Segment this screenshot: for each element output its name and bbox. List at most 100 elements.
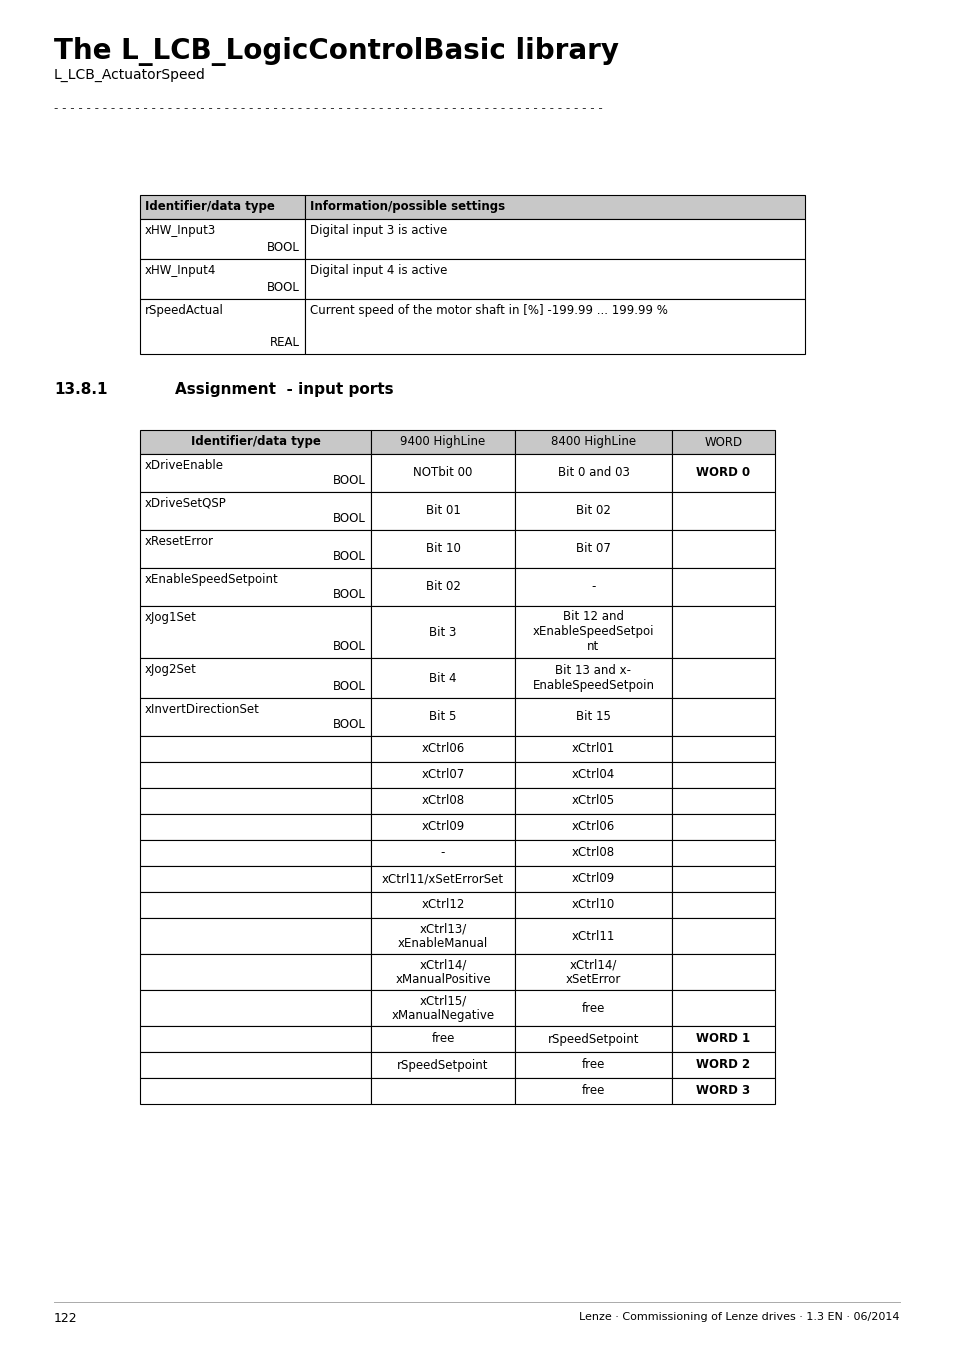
Bar — [671, 454, 774, 491]
Text: Bit 02: Bit 02 — [425, 580, 460, 594]
Bar — [371, 454, 515, 491]
Text: xCtrl08: xCtrl08 — [421, 795, 464, 807]
Text: free: free — [581, 1084, 604, 1098]
Bar — [140, 491, 371, 531]
Text: xHW_Input3: xHW_Input3 — [145, 224, 216, 238]
Text: free: free — [581, 1002, 604, 1014]
Bar — [515, 698, 671, 736]
Bar — [140, 736, 371, 761]
Text: BOOL: BOOL — [267, 281, 299, 294]
Bar — [140, 761, 371, 788]
Bar — [140, 606, 371, 657]
Text: BOOL: BOOL — [333, 549, 366, 563]
Text: xJog1Set: xJog1Set — [145, 612, 196, 624]
Bar — [671, 1026, 774, 1052]
Text: Bit 02: Bit 02 — [576, 505, 610, 517]
Bar — [140, 990, 371, 1026]
Bar — [371, 892, 515, 918]
Bar — [305, 194, 804, 219]
Text: - - - - - - - - - - - - - - - - - - - - - - - - - - - - - - - - - - - - - - - - : - - - - - - - - - - - - - - - - - - - - … — [54, 103, 606, 115]
Bar — [140, 892, 371, 918]
Text: xCtrl15/
xManualNegative: xCtrl15/ xManualNegative — [391, 994, 494, 1022]
Bar — [671, 606, 774, 657]
Bar — [671, 814, 774, 840]
Bar — [140, 298, 305, 354]
Bar — [515, 431, 671, 454]
Bar — [140, 1079, 371, 1104]
Bar — [140, 1052, 371, 1079]
Text: xEnableSpeedSetpoint: xEnableSpeedSetpoint — [145, 572, 278, 586]
Bar — [371, 736, 515, 761]
Text: Bit 0 and 03: Bit 0 and 03 — [557, 467, 629, 479]
Text: rSpeedSetpoint: rSpeedSetpoint — [547, 1033, 639, 1045]
Text: rSpeedActual: rSpeedActual — [145, 304, 224, 317]
Text: xCtrl13/
xEnableManual: xCtrl13/ xEnableManual — [397, 922, 488, 950]
Text: xCtrl01: xCtrl01 — [571, 743, 615, 756]
Bar — [140, 219, 305, 259]
Text: xHW_Input4: xHW_Input4 — [145, 265, 216, 277]
Text: 13.8.1: 13.8.1 — [54, 382, 108, 397]
Bar — [371, 606, 515, 657]
Text: BOOL: BOOL — [267, 242, 299, 254]
Text: Bit 4: Bit 4 — [429, 671, 456, 684]
Text: xCtrl07: xCtrl07 — [421, 768, 464, 782]
Text: xCtrl08: xCtrl08 — [572, 846, 615, 860]
Text: Bit 07: Bit 07 — [576, 543, 610, 555]
Bar — [140, 531, 371, 568]
Text: Bit 12 and
xEnableSpeedSetpoi
nt: Bit 12 and xEnableSpeedSetpoi nt — [532, 610, 654, 653]
Text: xCtrl12: xCtrl12 — [421, 899, 464, 911]
Bar — [671, 568, 774, 606]
Bar — [371, 814, 515, 840]
Bar — [515, 1079, 671, 1104]
Text: free: free — [581, 1058, 604, 1072]
Text: BOOL: BOOL — [333, 718, 366, 730]
Bar — [371, 840, 515, 865]
Bar — [371, 761, 515, 788]
Bar — [671, 657, 774, 698]
Text: xCtrl04: xCtrl04 — [571, 768, 615, 782]
Bar — [515, 865, 671, 892]
Bar — [140, 814, 371, 840]
Text: xCtrl10: xCtrl10 — [571, 899, 615, 911]
Bar — [515, 454, 671, 491]
Text: xCtrl09: xCtrl09 — [571, 872, 615, 886]
Text: Bit 5: Bit 5 — [429, 710, 456, 724]
Bar — [671, 431, 774, 454]
Bar — [671, 990, 774, 1026]
Bar — [371, 531, 515, 568]
Text: -: - — [440, 846, 445, 860]
Bar — [140, 454, 371, 491]
Bar — [140, 568, 371, 606]
Text: Bit 13 and x-
EnableSpeedSetpoin: Bit 13 and x- EnableSpeedSetpoin — [532, 664, 654, 693]
Text: xCtrl06: xCtrl06 — [571, 821, 615, 833]
Text: xJog2Set: xJog2Set — [145, 663, 196, 676]
Bar — [371, 698, 515, 736]
Text: BOOL: BOOL — [333, 512, 366, 525]
Text: xCtrl11/xSetErrorSet: xCtrl11/xSetErrorSet — [381, 872, 503, 886]
Bar — [371, 1052, 515, 1079]
Bar — [140, 194, 305, 219]
Bar — [671, 491, 774, 531]
Bar — [305, 298, 804, 354]
Text: xResetError: xResetError — [145, 535, 213, 548]
Text: WORD 2: WORD 2 — [696, 1058, 750, 1072]
Bar — [140, 788, 371, 814]
Text: rSpeedSetpoint: rSpeedSetpoint — [396, 1058, 488, 1072]
Bar — [515, 918, 671, 954]
Bar — [140, 865, 371, 892]
Bar — [371, 1079, 515, 1104]
Bar — [671, 865, 774, 892]
Bar — [140, 954, 371, 990]
Bar — [371, 431, 515, 454]
Bar — [515, 1026, 671, 1052]
Bar — [371, 657, 515, 698]
Text: Current speed of the motor shaft in [%] -199.99 ... 199.99 %: Current speed of the motor shaft in [%] … — [310, 304, 667, 317]
Bar — [515, 788, 671, 814]
Bar — [140, 657, 371, 698]
Text: Bit 15: Bit 15 — [576, 710, 610, 724]
Bar — [140, 698, 371, 736]
Text: xCtrl14/
xManualPositive: xCtrl14/ xManualPositive — [395, 958, 490, 986]
Bar — [371, 990, 515, 1026]
Bar — [371, 954, 515, 990]
Bar — [140, 918, 371, 954]
